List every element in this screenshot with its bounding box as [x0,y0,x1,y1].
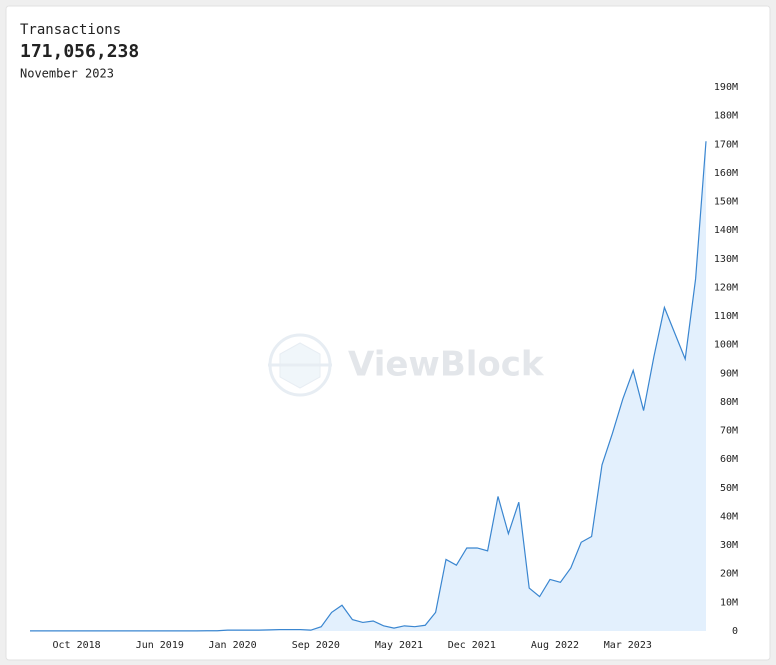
watermark: ViewBlock [348,345,545,385]
watermark-logo [268,333,332,397]
y-tick-label: 100M [714,340,738,351]
x-tick-label: Dec 2021 [448,640,496,651]
y-tick-label: 90M [720,368,738,379]
x-tick-label: Mar 2023 [604,640,652,651]
x-tick-label: Oct 2018 [53,640,101,651]
y-tick-label: 160M [714,168,738,179]
y-tick-label: 30M [720,540,738,551]
y-tick-label: 10M [720,597,738,608]
y-tick-label: 170M [714,139,738,150]
x-tick-label: Jun 2019 [136,640,184,651]
x-tick-label: Aug 2022 [531,640,579,651]
x-tick-label: Sep 2020 [292,640,340,651]
y-tick-label: 80M [720,397,738,408]
y-tick-label: 150M [714,197,738,208]
y-tick-label: 120M [714,282,738,293]
y-tick-label: 60M [720,454,738,465]
y-tick-label: 20M [720,569,738,580]
y-tick-label: 190M [714,82,738,93]
y-tick-label: 70M [720,426,738,437]
y-tick-label: 0 [732,626,738,637]
x-tick-label: Jan 2020 [209,640,257,651]
area [30,141,706,631]
title: Transactions [20,22,121,38]
line [30,141,707,632]
x-tick-label: May 2021 [375,640,423,651]
total: 171,056,238 [20,41,139,62]
y-tick-label: 130M [714,254,738,265]
y-tick-label: 40M [720,511,738,522]
y-tick-label: 140M [714,225,738,236]
y-tick-label: 180M [714,111,738,122]
card [5,5,771,661]
y-tick-label: 110M [714,311,738,322]
period: November 2023 [20,67,114,81]
y-tick-label: 50M [720,483,738,494]
